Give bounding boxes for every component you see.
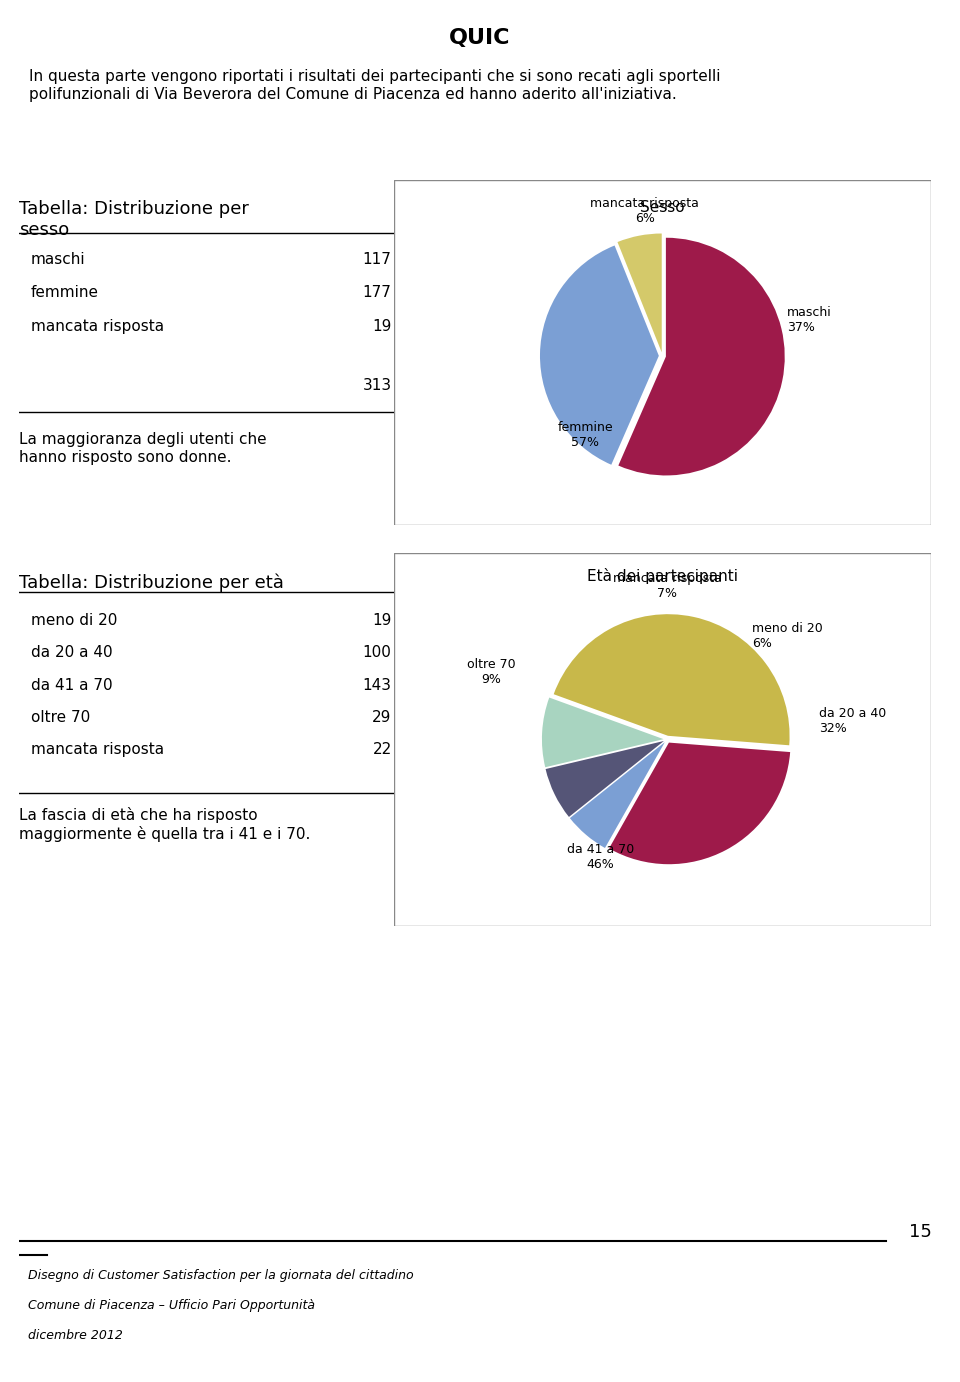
Text: Sesso: Sesso bbox=[640, 200, 684, 216]
Wedge shape bbox=[618, 238, 784, 475]
Wedge shape bbox=[570, 742, 665, 849]
Text: 100: 100 bbox=[363, 645, 392, 661]
Wedge shape bbox=[609, 742, 790, 864]
Text: mancata risposta: mancata risposta bbox=[31, 319, 164, 333]
FancyBboxPatch shape bbox=[15, 591, 407, 793]
Text: 19: 19 bbox=[372, 319, 392, 333]
FancyBboxPatch shape bbox=[394, 553, 931, 926]
Text: dicembre 2012: dicembre 2012 bbox=[29, 1329, 123, 1342]
Text: 313: 313 bbox=[363, 379, 392, 394]
Wedge shape bbox=[545, 741, 664, 817]
Text: 177: 177 bbox=[363, 286, 392, 300]
Text: meno di 20: meno di 20 bbox=[31, 614, 117, 627]
Text: da 41 a 70: da 41 a 70 bbox=[31, 677, 112, 692]
Text: Età dei partecipanti: Età dei partecipanti bbox=[587, 568, 738, 583]
Text: da 41 a 70
46%: da 41 a 70 46% bbox=[566, 843, 634, 871]
Text: 15: 15 bbox=[909, 1223, 931, 1241]
Text: femmine
57%: femmine 57% bbox=[558, 422, 612, 449]
Text: meno di 20
6%: meno di 20 6% bbox=[753, 622, 823, 650]
Text: Tabella: Distribuzione per
sesso: Tabella: Distribuzione per sesso bbox=[19, 200, 249, 239]
FancyBboxPatch shape bbox=[394, 180, 931, 525]
Text: 22: 22 bbox=[372, 742, 392, 757]
Text: oltre 70
9%: oltre 70 9% bbox=[467, 658, 516, 687]
FancyBboxPatch shape bbox=[15, 234, 407, 412]
Text: La maggioranza degli utenti che
hanno risposto sono donne.: La maggioranza degli utenti che hanno ri… bbox=[19, 433, 267, 464]
Text: Tabella: Distribuzione per età: Tabella: Distribuzione per età bbox=[19, 574, 284, 593]
Text: mancata risposta
7%: mancata risposta 7% bbox=[612, 572, 722, 600]
Text: femmine: femmine bbox=[31, 286, 99, 300]
Text: oltre 70: oltre 70 bbox=[31, 710, 90, 726]
Text: da 20 a 40: da 20 a 40 bbox=[31, 645, 112, 661]
Text: mancata risposta: mancata risposta bbox=[31, 742, 164, 757]
Text: 29: 29 bbox=[372, 710, 392, 726]
Text: La fascia di età che ha risposto
maggiormente è quella tra i 41 e i 70.: La fascia di età che ha risposto maggior… bbox=[19, 807, 311, 842]
Text: QUIC: QUIC bbox=[449, 28, 511, 48]
Text: 117: 117 bbox=[363, 253, 392, 267]
Text: Disegno di Customer Satisfaction per la giornata del cittadino: Disegno di Customer Satisfaction per la … bbox=[29, 1269, 414, 1281]
Text: Comune di Piacenza – Ufficio Pari Opportunità: Comune di Piacenza – Ufficio Pari Opport… bbox=[29, 1299, 316, 1312]
Text: mancata risposta
6%: mancata risposta 6% bbox=[590, 198, 699, 225]
Wedge shape bbox=[540, 246, 659, 464]
Text: 19: 19 bbox=[372, 614, 392, 627]
Text: da 20 a 40
32%: da 20 a 40 32% bbox=[819, 708, 886, 735]
Wedge shape bbox=[617, 234, 661, 352]
Text: maschi: maschi bbox=[31, 253, 85, 267]
Wedge shape bbox=[554, 614, 789, 745]
Wedge shape bbox=[542, 698, 663, 767]
Text: maschi
37%: maschi 37% bbox=[787, 307, 832, 334]
Text: In questa parte vengono riportati i risultati dei partecipanti che si sono recat: In questa parte vengono riportati i risu… bbox=[29, 69, 720, 101]
Text: 143: 143 bbox=[363, 677, 392, 692]
